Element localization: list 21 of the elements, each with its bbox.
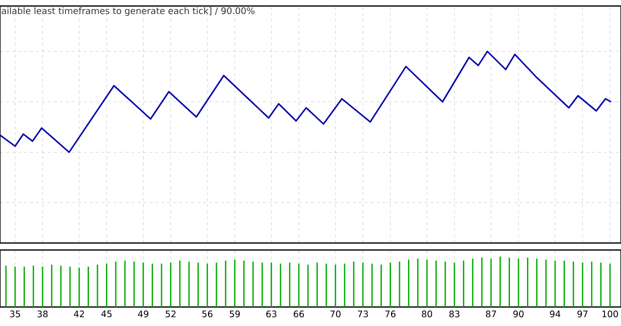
x-tick-label: 97 [577,310,588,318]
x-tick-label: 76 [385,310,396,318]
x-tick-label: 56 [202,310,212,318]
x-tick-label: 38 [38,310,48,318]
x-tick-label: 73 [358,310,368,318]
x-tick-label: 100 [602,310,618,318]
x-tick-label: 83 [449,310,460,318]
x-tick-label: 45 [101,310,112,318]
x-tick-label: 49 [138,310,148,318]
x-tick-label: 52 [166,310,176,318]
text: ailable least timeframes to generate each tick] / 90.00% [2,7,254,16]
x-tick-label: 42 [74,310,84,318]
x-tick-label: 66 [294,310,304,318]
x-tick-label: 35 [10,310,20,318]
x-tick-label: 90 [513,310,524,318]
x-tick-label: 59 [230,310,240,318]
x-tick-label: 80 [422,310,432,318]
x-tick-label: 94 [550,310,560,318]
x-tick-label: 70 [330,310,341,318]
x-tick-label: 63 [266,310,276,318]
x-tick-label: 87 [486,310,496,318]
